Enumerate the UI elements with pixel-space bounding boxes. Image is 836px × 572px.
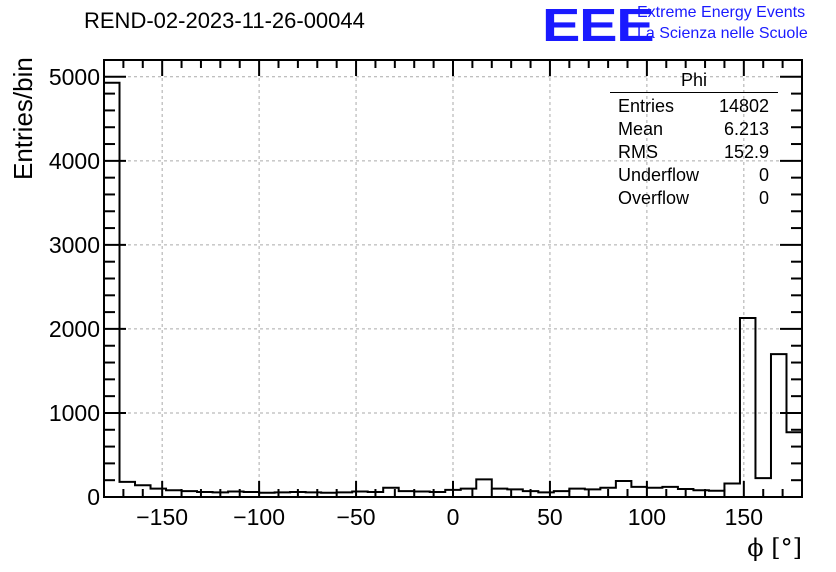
stats-label: Entries (618, 96, 675, 116)
y-tick-label: 3000 (49, 232, 100, 258)
stats-row: Overflow 0 (610, 187, 778, 210)
y-tick-label: 0 (87, 484, 100, 510)
stats-row: Entries 14802 (610, 95, 778, 118)
y-axis-label: Entries/bin (8, 57, 38, 180)
stats-value: 0 (758, 165, 769, 185)
logo-line-1: Extreme Energy Events (637, 4, 806, 21)
stats-divider (610, 92, 778, 93)
stats-label: RMS (618, 142, 658, 162)
x-tick-label: −50 (337, 504, 376, 530)
chart-title: REND-02-2023-11-26-00044 (84, 8, 365, 33)
x-tick-label: 50 (537, 504, 563, 530)
y-tick-label: 4000 (49, 148, 100, 174)
x-tick-label: −100 (233, 504, 285, 530)
stats-value: 152.9 (723, 142, 769, 162)
axis-ticks (104, 59, 802, 498)
x-axis-label: ϕ [°] (747, 534, 802, 562)
logo-mark: EEE (542, 0, 655, 51)
stats-box: Phi Entries 14802 Mean 6.213 RMS 152.9 U… (610, 70, 778, 210)
stats-label: Overflow (618, 188, 690, 208)
y-tick-label: 5000 (49, 64, 100, 90)
x-tick-label: 0 (447, 504, 460, 530)
logo-line-2: La Scienza nelle Scuole (637, 25, 808, 42)
stats-value: 0 (758, 188, 769, 208)
grid (104, 60, 802, 497)
stats-row: RMS 152.9 (610, 141, 778, 164)
stats-value: 6.213 (723, 119, 769, 139)
y-tick-label: 2000 (49, 316, 100, 342)
stats-value: 14802 (718, 96, 769, 116)
stats-row: Mean 6.213 (610, 118, 778, 141)
stats-label: Mean (618, 119, 664, 139)
x-tick-label: −150 (136, 504, 188, 530)
x-tick-label: 150 (725, 504, 763, 530)
stats-title: Phi (680, 70, 707, 90)
y-tick-label: 1000 (49, 400, 100, 426)
tick-labels: −150 −100 −50 0 50 100 150 0 1000 2000 3000 4000 500… (49, 64, 763, 530)
stats-row: Underflow 0 (610, 164, 778, 187)
x-tick-label: 100 (628, 504, 666, 530)
stats-label: Underflow (618, 165, 700, 185)
